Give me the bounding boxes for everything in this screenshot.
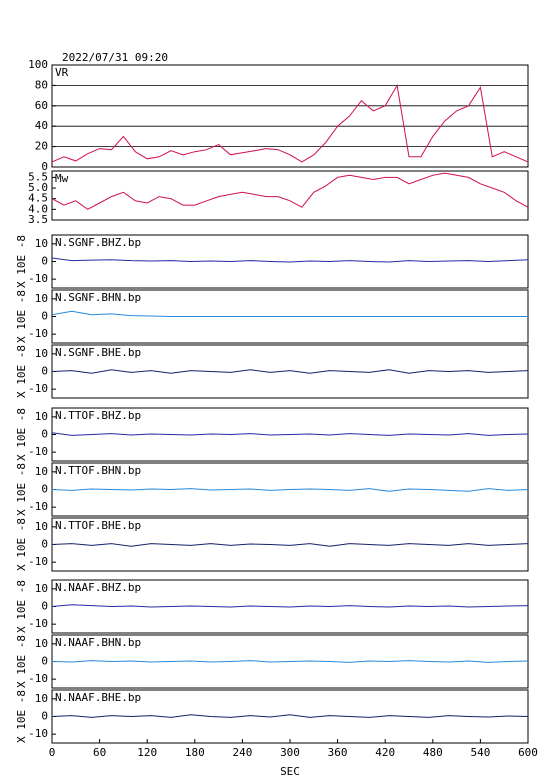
x-tick-label: 120 <box>137 746 157 759</box>
x-tick-label: 420 <box>375 746 395 759</box>
y-tick-label: -10 <box>28 672 48 685</box>
data-line <box>51 257 529 263</box>
data-line <box>51 83 529 163</box>
y-tick-label: -10 <box>28 445 48 458</box>
y-tick-label: 0 <box>41 538 48 551</box>
panel-label: VR <box>55 66 69 79</box>
y-tick-label: 40 <box>35 119 48 132</box>
y-tick-label: 60 <box>35 99 48 112</box>
data-line <box>51 714 529 718</box>
panel-label: N.TTOF.BHE.bp <box>55 519 141 532</box>
y-tick-label: -10 <box>28 727 48 740</box>
x-tick-label: 540 <box>470 746 490 759</box>
y-tick-label: 10 <box>35 410 48 423</box>
x-axis-label: SEC <box>280 765 300 778</box>
data-line <box>51 660 529 663</box>
panel-label: Mw <box>55 172 69 185</box>
y-tick-label: 10 <box>35 347 48 360</box>
y-tick-label: 10 <box>35 582 48 595</box>
y-tick-label: 0 <box>41 428 48 441</box>
x-tick-label: 480 <box>423 746 443 759</box>
data-line <box>51 172 529 210</box>
panel-label: N.SGNF.BHE.bp <box>55 346 141 359</box>
y-tick-label: -10 <box>28 382 48 395</box>
y-tick-label: -10 <box>28 555 48 568</box>
x-tick-label: 240 <box>232 746 252 759</box>
data-line <box>51 604 529 608</box>
x-tick-label: 300 <box>280 746 300 759</box>
y-axis-label: X 10E -8 <box>15 345 28 398</box>
y-tick-label: 10 <box>35 520 48 533</box>
panel-frame <box>51 170 529 221</box>
x-tick-label: 360 <box>328 746 348 759</box>
panel-label: N.SGNF.BHZ.bp <box>55 236 141 249</box>
y-tick-label: 0 <box>41 310 48 323</box>
y-tick-label: 0 <box>41 365 48 378</box>
y-tick-label: 10 <box>35 292 48 305</box>
data-line <box>51 310 528 317</box>
y-axis-label: X 10E -8 <box>15 408 28 461</box>
y-axis-label: X 10E -8 <box>15 635 28 688</box>
y-tick-label: 0 <box>41 710 48 723</box>
y-tick-label: 80 <box>35 78 48 91</box>
y-tick-label: -10 <box>28 272 48 285</box>
data-line <box>51 543 529 547</box>
y-tick-label: 0 <box>41 160 48 173</box>
chart-title: 2022/07/31 09:20 <box>62 51 168 64</box>
y-tick-label: 0 <box>41 483 48 496</box>
y-tick-label: -10 <box>28 327 48 340</box>
y-tick-label: 5.5 <box>28 170 48 183</box>
panel-label: N.TTOF.BHZ.bp <box>55 409 141 422</box>
y-axis-label: X 10E -8 <box>15 235 28 288</box>
y-axis-label: X 10E -8 <box>15 580 28 633</box>
y-tick-label: 100 <box>28 58 48 71</box>
y-axis-label: X 10E -8 <box>15 518 28 571</box>
y-tick-label: 10 <box>35 692 48 705</box>
y-tick-label: 4.5 <box>28 192 48 205</box>
panel-frame <box>51 64 529 168</box>
y-tick-label: 10 <box>35 237 48 250</box>
data-line <box>51 488 529 492</box>
y-tick-label: 0 <box>41 655 48 668</box>
y-tick-label: 10 <box>35 465 48 478</box>
panel-label: N.NAAF.BHN.bp <box>55 636 141 649</box>
x-tick-label: 180 <box>185 746 205 759</box>
x-tick-label: 600 <box>518 746 538 759</box>
y-tick-label: 10 <box>35 637 48 650</box>
y-tick-label: 20 <box>35 140 48 153</box>
y-axis-label: X 10E -8 <box>15 290 28 343</box>
panel-label: N.TTOF.BHN.bp <box>55 464 141 477</box>
y-tick-label: 5.0 <box>28 181 48 194</box>
y-axis-label: X 10E -8 <box>15 690 28 743</box>
data-line <box>51 369 529 374</box>
y-tick-label: 3.5 <box>28 213 48 226</box>
x-tick-label: 0 <box>49 746 56 759</box>
y-tick-label: 0 <box>41 255 48 268</box>
x-tick-label: 60 <box>93 746 106 759</box>
y-tick-label: -10 <box>28 617 48 630</box>
data-line <box>51 432 529 436</box>
panel-label: N.SGNF.BHN.bp <box>55 291 141 304</box>
y-tick-label: 4.0 <box>28 202 48 215</box>
y-tick-label: 0 <box>41 600 48 613</box>
y-tick-label: -10 <box>28 500 48 513</box>
panel-label: N.NAAF.BHZ.bp <box>55 581 141 594</box>
panel-label: N.NAAF.BHE.bp <box>55 691 141 704</box>
y-axis-label: X 10E -8 <box>15 463 28 516</box>
